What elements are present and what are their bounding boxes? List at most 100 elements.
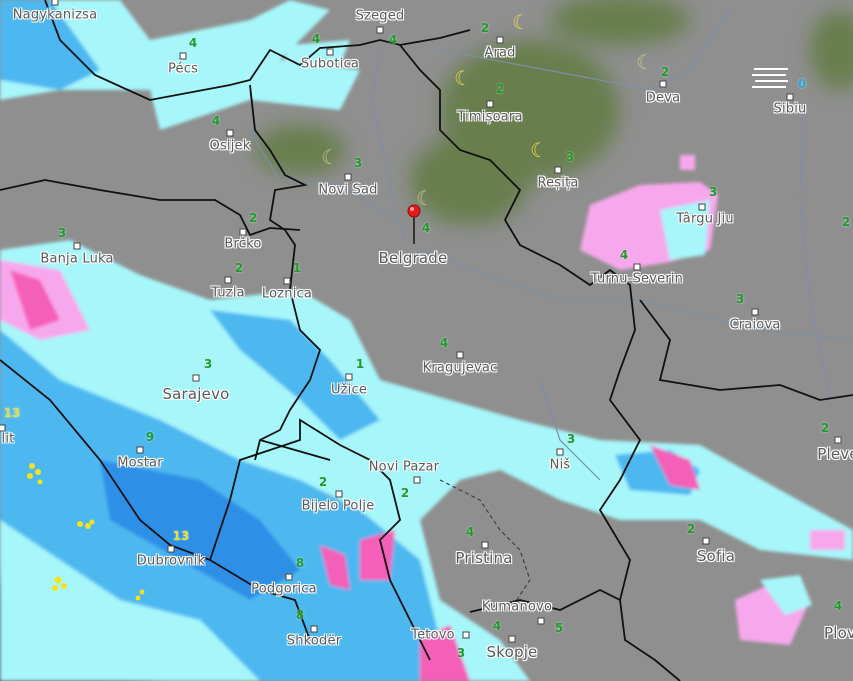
city-marker — [834, 436, 842, 444]
weather-value: 1 — [355, 357, 365, 371]
city-label[interactable]: Tetovo — [411, 627, 455, 643]
city-label[interactable]: Sarajevo — [162, 385, 230, 403]
city-marker — [326, 48, 334, 56]
moon-icon: ☾ — [454, 66, 472, 90]
weather-value: 4 — [465, 525, 475, 539]
city-marker — [413, 476, 421, 484]
city-label[interactable]: Novi Sad — [318, 182, 378, 198]
weather-value: 9 — [145, 430, 155, 444]
rivers — [249, 9, 853, 481]
city-marker — [659, 80, 667, 88]
weather-value: 4 — [311, 32, 321, 46]
weather-value: 4 — [421, 221, 431, 235]
city-marker — [556, 448, 564, 456]
city-label[interactable]: Belgrade — [378, 249, 448, 267]
city-marker — [344, 173, 352, 181]
city-label[interactable]: Shkodër — [286, 633, 342, 649]
city-label[interactable]: Skopje — [486, 643, 538, 661]
city-marker — [192, 374, 200, 382]
moon-icon: ☾ — [636, 50, 654, 74]
city-label[interactable]: Niš — [549, 457, 571, 473]
moon-icon: ☾ — [416, 186, 434, 210]
city-label[interactable]: Turnu-Severin — [590, 271, 684, 287]
city-marker — [335, 490, 343, 498]
city-label[interactable]: Subotica — [300, 56, 360, 72]
weather-value: 0 — [797, 77, 807, 91]
city-marker — [73, 242, 81, 250]
weather-value: 13 — [172, 529, 190, 543]
city-label[interactable]: Sibiu — [773, 101, 807, 117]
weather-value: 4 — [492, 619, 502, 633]
city-label[interactable]: Užice — [330, 382, 368, 398]
weather-value: 2 — [318, 475, 328, 489]
moon-icon: ☾ — [512, 10, 530, 34]
weather-value: 4 — [188, 36, 198, 50]
weather-value: 2 — [660, 65, 670, 79]
city-marker — [456, 351, 464, 359]
weather-value: 3 — [565, 150, 575, 164]
city-marker — [486, 100, 494, 108]
city-label[interactable]: Plov — [823, 624, 853, 642]
city-marker — [462, 631, 470, 639]
weather-value: 4 — [439, 336, 449, 350]
city-label[interactable]: Podgorica — [251, 581, 317, 597]
city-marker — [239, 228, 247, 236]
weather-value: 4 — [211, 114, 221, 128]
city-label[interactable]: Loznica — [261, 286, 313, 302]
city-marker — [537, 617, 545, 625]
weather-value: 4 — [388, 33, 398, 47]
weather-value: 3 — [456, 646, 466, 660]
weather-value: 5 — [554, 621, 564, 635]
city-label[interactable]: Dubrovnik — [136, 553, 206, 569]
city-label[interactable]: Brčko — [224, 236, 262, 252]
city-label[interactable]: Mostar — [117, 455, 163, 471]
city-label[interactable]: Osijek — [209, 138, 251, 154]
city-marker — [698, 203, 706, 211]
city-marker — [702, 537, 710, 545]
city-label[interactable]: Arad — [484, 45, 516, 61]
city-label[interactable]: Reșița — [537, 175, 579, 191]
weather-value: 1 — [292, 261, 302, 275]
city-marker — [0, 424, 6, 432]
city-label[interactable]: Pécs — [167, 61, 199, 77]
weather-value: 3 — [203, 357, 213, 371]
city-label[interactable]: Kragujevac — [422, 360, 498, 376]
city-label[interactable]: Craiova — [729, 317, 781, 333]
moon-icon: ☾ — [530, 138, 548, 162]
city-marker — [786, 93, 794, 101]
city-label[interactable]: Bijelo Polje — [301, 498, 375, 514]
weather-value: 4 — [619, 248, 629, 262]
city-label[interactable]: Pleve — [817, 445, 853, 463]
location-pin-icon[interactable] — [407, 204, 421, 246]
city-label[interactable]: Novi Pazar — [368, 459, 440, 475]
weather-value: 2 — [820, 421, 830, 435]
city-label[interactable]: Sofia — [696, 547, 736, 565]
city-marker — [345, 373, 353, 381]
city-marker — [283, 277, 291, 285]
weather-value: 2 — [400, 486, 410, 500]
city-label[interactable]: Szeged — [355, 8, 405, 24]
city-marker — [496, 36, 504, 44]
city-marker — [226, 129, 234, 137]
city-marker — [167, 545, 175, 553]
city-label[interactable]: lit — [1, 431, 15, 447]
city-label[interactable]: Târgu Jiu — [676, 211, 734, 227]
city-marker — [751, 308, 759, 316]
weather-value: 2 — [248, 211, 258, 225]
city-label[interactable]: Deva — [645, 90, 681, 106]
city-label[interactable]: Kumanovo — [481, 599, 553, 615]
city-label[interactable]: Nagykanizsa — [12, 7, 98, 23]
city-marker — [554, 166, 562, 174]
city-label[interactable]: Pristina — [455, 549, 513, 567]
city-label[interactable]: Banja Luka — [40, 251, 114, 267]
city-marker — [136, 446, 144, 454]
lightning-strikes — [27, 463, 145, 601]
city-marker — [224, 276, 232, 284]
city-label[interactable]: Timișoara — [457, 109, 523, 125]
weather-value: 3 — [708, 185, 718, 199]
city-label[interactable]: Tuzla — [211, 285, 245, 301]
weather-value: 8 — [295, 608, 305, 622]
city-marker — [285, 573, 293, 581]
